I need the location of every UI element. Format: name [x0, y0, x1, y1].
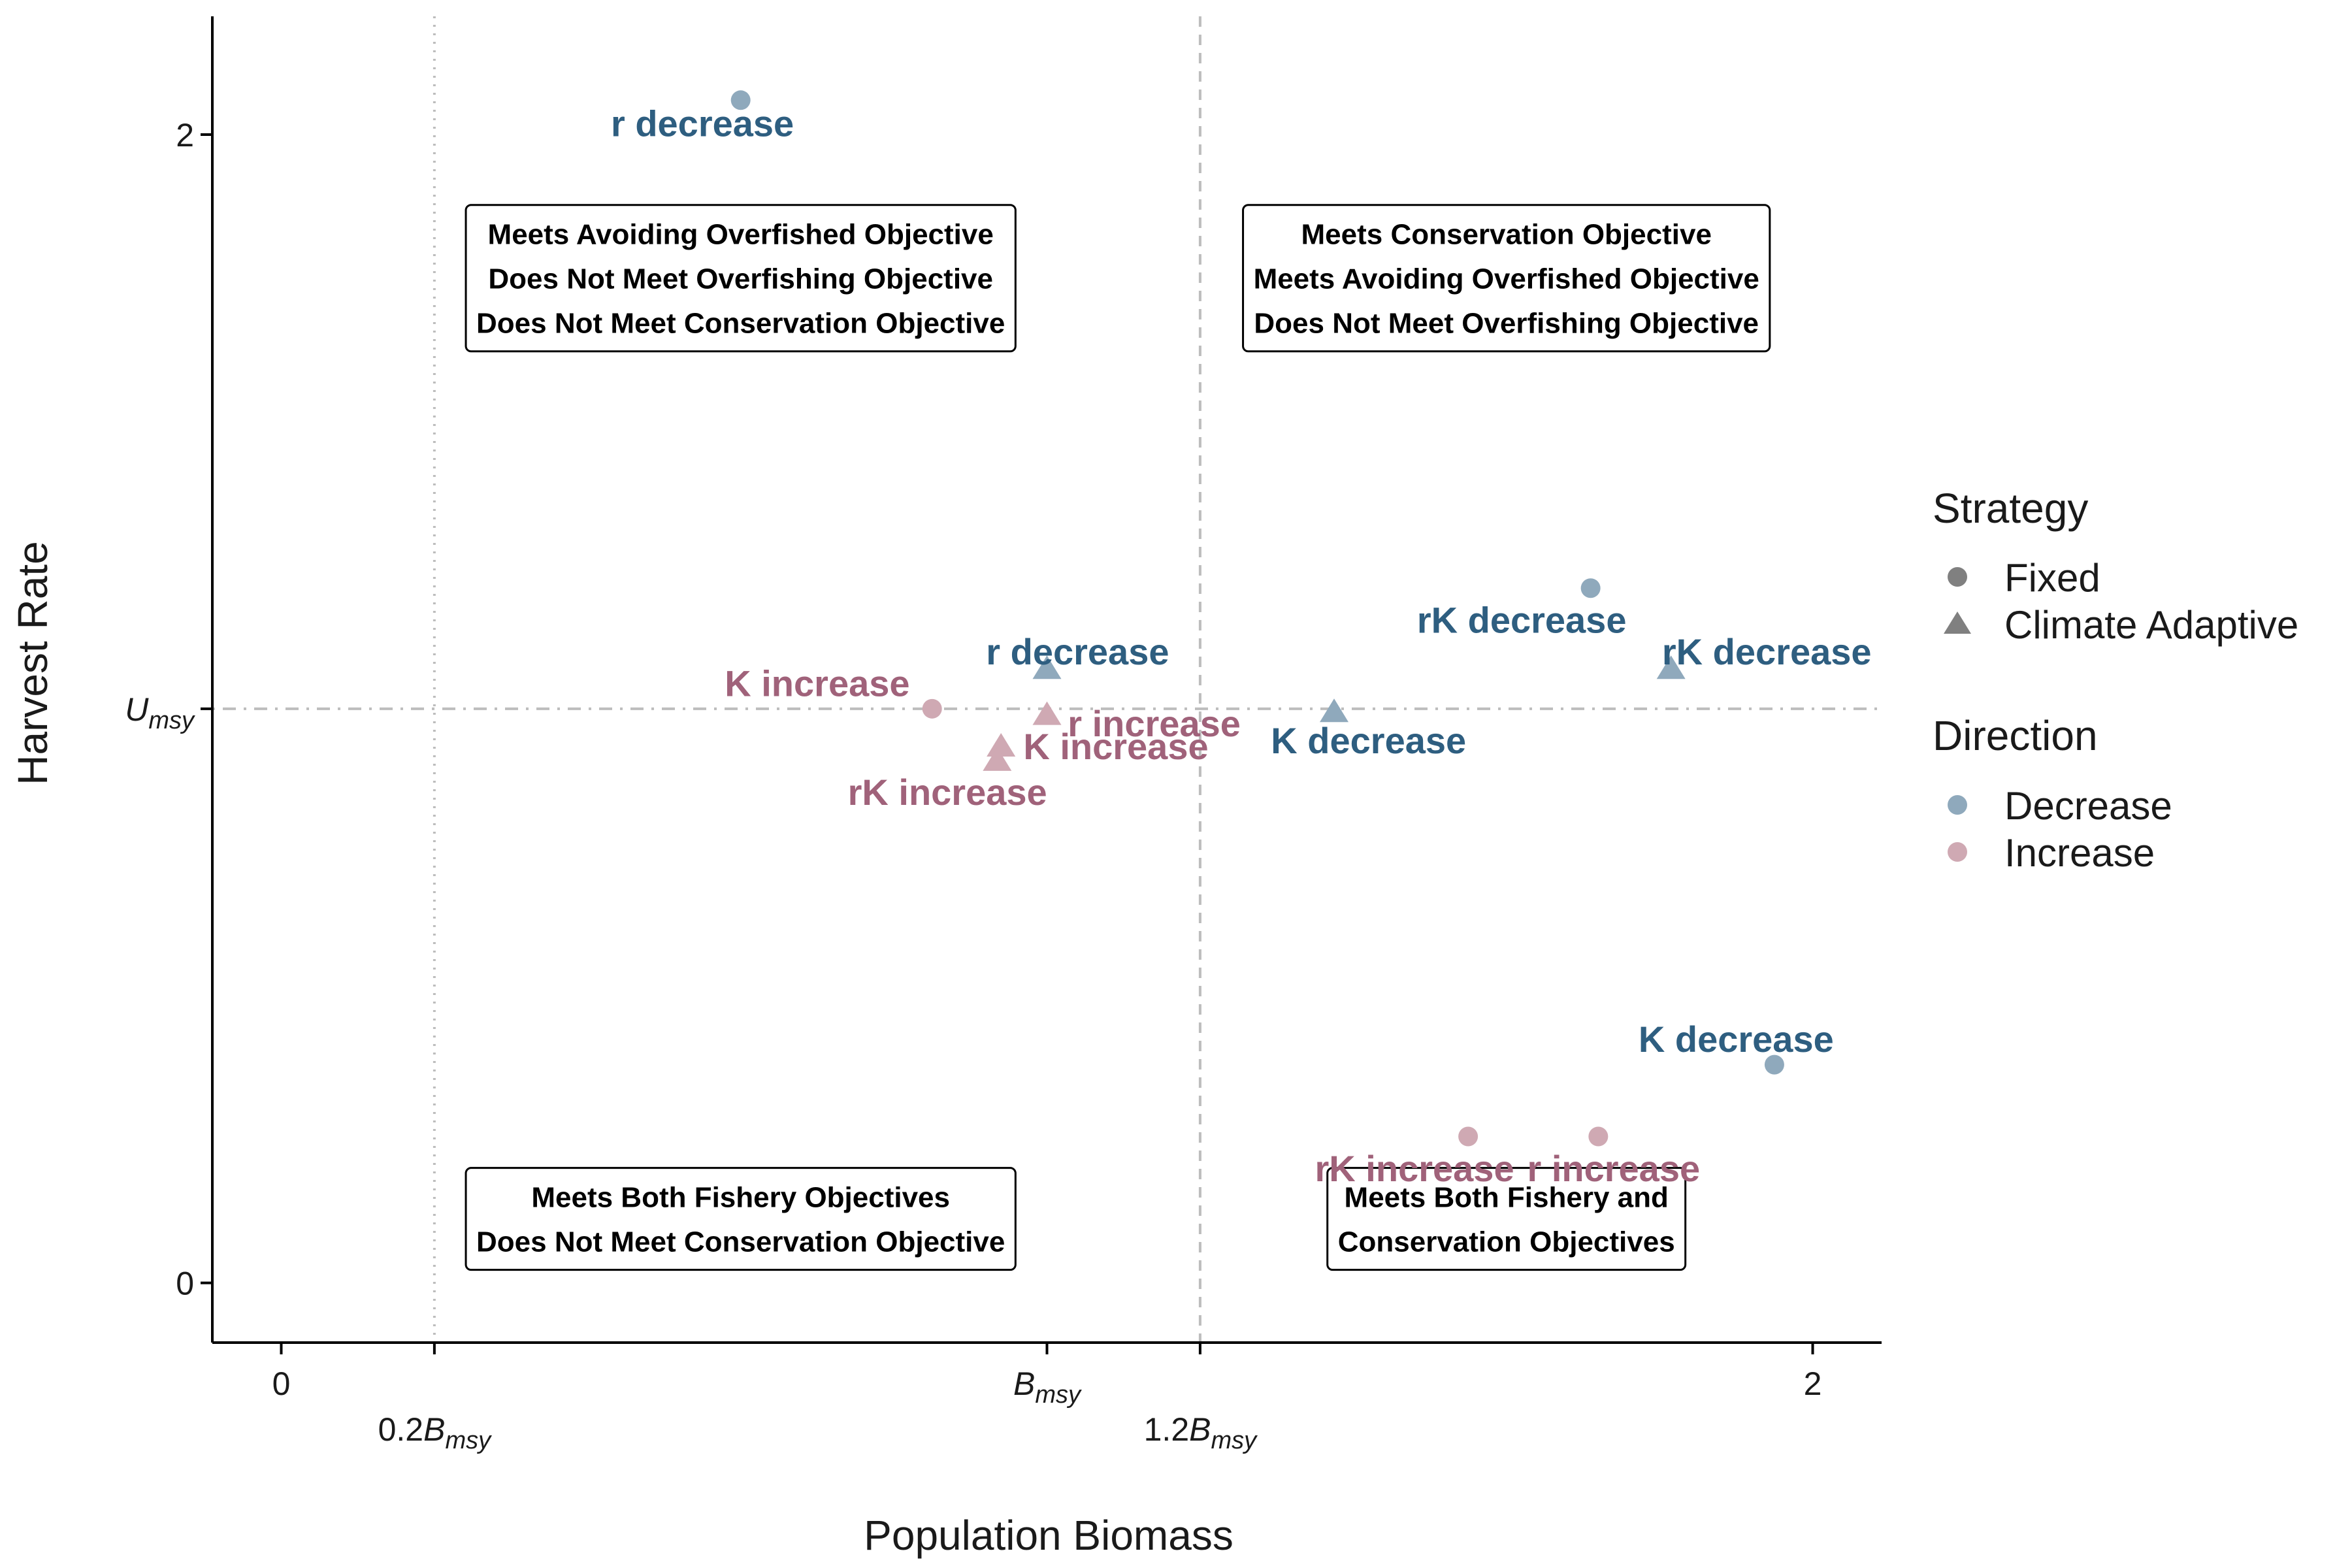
- y-tick-label: 0: [176, 1266, 194, 1302]
- quadrant-text-line: Does Not Meet Conservation Objective: [476, 1226, 1005, 1258]
- legend-key-color: [1948, 795, 1967, 815]
- point-fixed-decrease: [1764, 1054, 1784, 1075]
- legend-label-strategy: Climate Adaptive: [2004, 603, 2298, 647]
- point-label: r increase: [1527, 1148, 1700, 1189]
- quadrant-text-line: Meets Conservation Objective: [1301, 219, 1712, 251]
- legend-label-direction: Decrease: [2004, 784, 2172, 828]
- x-tick-label: Bmsy: [1013, 1365, 1082, 1409]
- point-label: K decrease: [1639, 1019, 1834, 1060]
- point-adaptive-decrease: [1032, 655, 1062, 679]
- quadrant-text-line: Meets Avoiding Overfished Objective: [1254, 263, 1759, 295]
- point-label: rK increase: [848, 772, 1047, 813]
- legend-label-direction: Increase: [2004, 831, 2155, 875]
- quadrant-box: Meets Conservation Objective Meets Avoidi…: [1242, 204, 1771, 353]
- x-tick-label: 0: [272, 1365, 291, 1402]
- quadrant-text-line: Does Not Meet Overfishing Objective: [1254, 308, 1759, 340]
- legend-label-strategy: Fixed: [2004, 556, 2100, 600]
- point-fixed-increase: [1458, 1126, 1478, 1147]
- point-fixed-decrease: [730, 90, 751, 110]
- point-label: r decrease: [611, 103, 794, 144]
- y-axis-title: Harvest Rate: [9, 541, 56, 785]
- point-label: r decrease: [986, 631, 1169, 672]
- quadrant-annotations: Meets Avoiding Overfished Objective Does …: [465, 204, 1771, 1271]
- legend-key-circle: [1948, 567, 1967, 587]
- y-tick-label: Umsy: [125, 691, 195, 734]
- quadrant-box: Meets Both Fishery Objectives Does Not Me…: [465, 1167, 1017, 1271]
- point-adaptive-decrease: [1656, 655, 1686, 679]
- y-tick-label: 2: [176, 117, 194, 154]
- point-adaptive-decrease: [1320, 698, 1349, 723]
- legend-key-triangle: [1944, 612, 1971, 634]
- point-label: rK decrease: [1417, 600, 1627, 641]
- quadrant-box-frame: [465, 204, 1017, 353]
- quadrant-text-line: Meets Both Fishery Objectives: [531, 1182, 950, 1214]
- x-tick-label-secondary: 0.2Bmsy: [378, 1411, 493, 1454]
- point-label: r increase: [1068, 703, 1241, 744]
- point-label: K increase: [1023, 726, 1208, 767]
- quadrant-text-line: Does Not Meet Conservation Objective: [476, 308, 1005, 340]
- point-label: K increase: [725, 662, 909, 704]
- point-label: K decrease: [1271, 720, 1466, 761]
- axes: 0 Bmsy 2 0.2Bmsy 1.2Bmsy 0 Umsy 2: [125, 16, 1882, 1454]
- point-label: rK decrease: [1662, 631, 1872, 672]
- quadrant-box-frame: [1326, 1167, 1687, 1271]
- point-fixed-increase: [922, 698, 942, 719]
- quadrant-box-frame: [465, 1167, 1017, 1271]
- quadrant-text-line: Meets Both Fishery and: [1345, 1182, 1669, 1214]
- point-adaptive-increase: [987, 732, 1016, 757]
- x-axis-title: Population Biomass: [864, 1512, 1233, 1559]
- x-tick-label-secondary: 1.2Bmsy: [1144, 1411, 1258, 1454]
- point-labels: r decrease K increase rK decrease K decreas…: [611, 103, 1872, 1188]
- x-tick-label: 2: [1804, 1365, 1822, 1402]
- quadrant-box-frame: [1242, 204, 1771, 353]
- legend-key-color: [1948, 842, 1967, 862]
- quadrant-box: Meets Both Fishery and Conservation Objec…: [1326, 1167, 1687, 1271]
- point-adaptive-increase: [983, 747, 1012, 771]
- point-adaptive-increase: [1032, 701, 1062, 725]
- quadrant-text-line: Meets Avoiding Overfished Objective: [488, 219, 994, 251]
- data-points: [730, 90, 1784, 1147]
- legend-title-strategy: Strategy: [1933, 485, 2088, 532]
- quadrant-box: Meets Avoiding Overfished Objective Does …: [465, 204, 1017, 353]
- quadrant-text-line: Does Not Meet Overfishing Objective: [488, 263, 993, 295]
- point-fixed-increase: [1588, 1126, 1609, 1147]
- point-label: rK increase: [1315, 1148, 1514, 1189]
- quadrant-text-line: Conservation Objectives: [1338, 1226, 1675, 1258]
- point-fixed-decrease: [1580, 578, 1601, 598]
- legend-title-direction: Direction: [1933, 712, 2098, 759]
